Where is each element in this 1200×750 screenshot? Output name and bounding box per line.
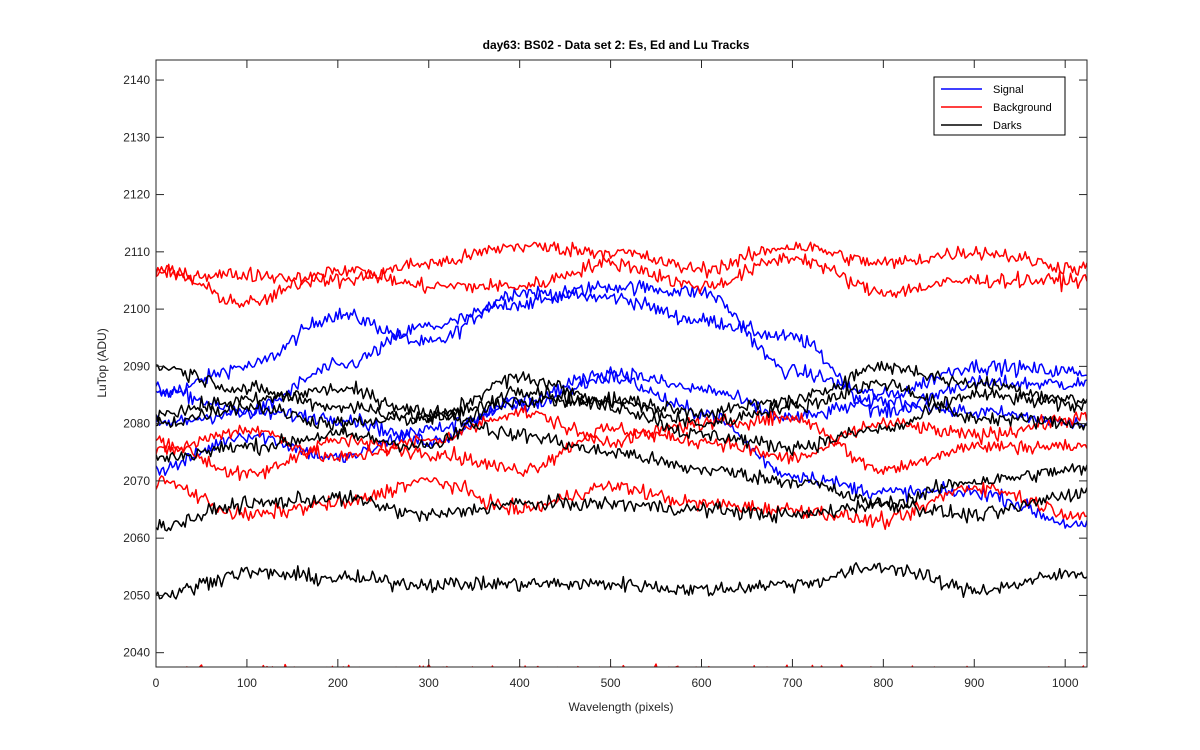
y-tick-label: 2130	[123, 130, 150, 144]
y-tick-label: 2110	[124, 245, 150, 259]
plot-area	[156, 60, 1087, 667]
x-tick-label: 900	[964, 676, 984, 690]
series-line-background-5	[156, 252, 1087, 309]
legend: Signal Background Darks	[933, 76, 1066, 136]
y-axis-title: LuTop (ADU)	[95, 328, 109, 397]
series-line-background-8	[156, 411, 1087, 482]
y-tick-label: 2120	[123, 188, 150, 202]
y-tick-label: 2080	[123, 417, 150, 431]
chart-title: day63: BS02 - Data set 2: Es, Ed and Lu …	[483, 38, 750, 52]
y-tick-label: 2090	[123, 359, 150, 373]
y-tick-label: 2050	[123, 588, 150, 602]
series-line-darks-10	[156, 562, 1087, 600]
x-tick-label: 200	[328, 676, 348, 690]
y-tick-label: 2100	[123, 302, 150, 316]
series-line-darks-13	[156, 384, 1087, 463]
x-tick-label: 100	[237, 676, 257, 690]
series-line-background-4	[156, 241, 1087, 290]
series-line-darks-11	[156, 487, 1087, 532]
x-tick-label: 1000	[1052, 676, 1079, 690]
y-tick-label: 2070	[123, 474, 150, 488]
legend-label-signal: Signal	[993, 84, 1024, 96]
series-line-signal-1	[156, 279, 1087, 420]
x-tick-label: 500	[601, 676, 621, 690]
y-tick-label: 2060	[123, 531, 150, 545]
series-line-signal-0	[156, 285, 1087, 419]
legend-label-background: Background	[993, 102, 1052, 114]
x-tick-label: 0	[153, 676, 160, 690]
x-tick-label: 800	[873, 676, 893, 690]
series-layer	[156, 241, 1087, 667]
axes-box	[155, 59, 1088, 668]
x-tick-label: 400	[510, 676, 530, 690]
ticks-layer: 0 100 200 300 400 500 600 700 800 900 1000 2040 2050…	[123, 60, 1087, 690]
y-tick-label: 2040	[123, 646, 150, 660]
legend-label-darks: Darks	[993, 120, 1022, 132]
series-line-signal-2	[156, 371, 1087, 529]
y-tick-label: 2140	[123, 73, 150, 87]
series-line-darks-14	[156, 380, 1087, 513]
x-tick-label: 600	[691, 676, 711, 690]
series-line-darks-15	[156, 378, 1087, 431]
x-axis-title: Wavelength (pixels)	[569, 700, 674, 714]
x-tick-label: 700	[782, 676, 802, 690]
x-tick-label: 300	[419, 676, 439, 690]
